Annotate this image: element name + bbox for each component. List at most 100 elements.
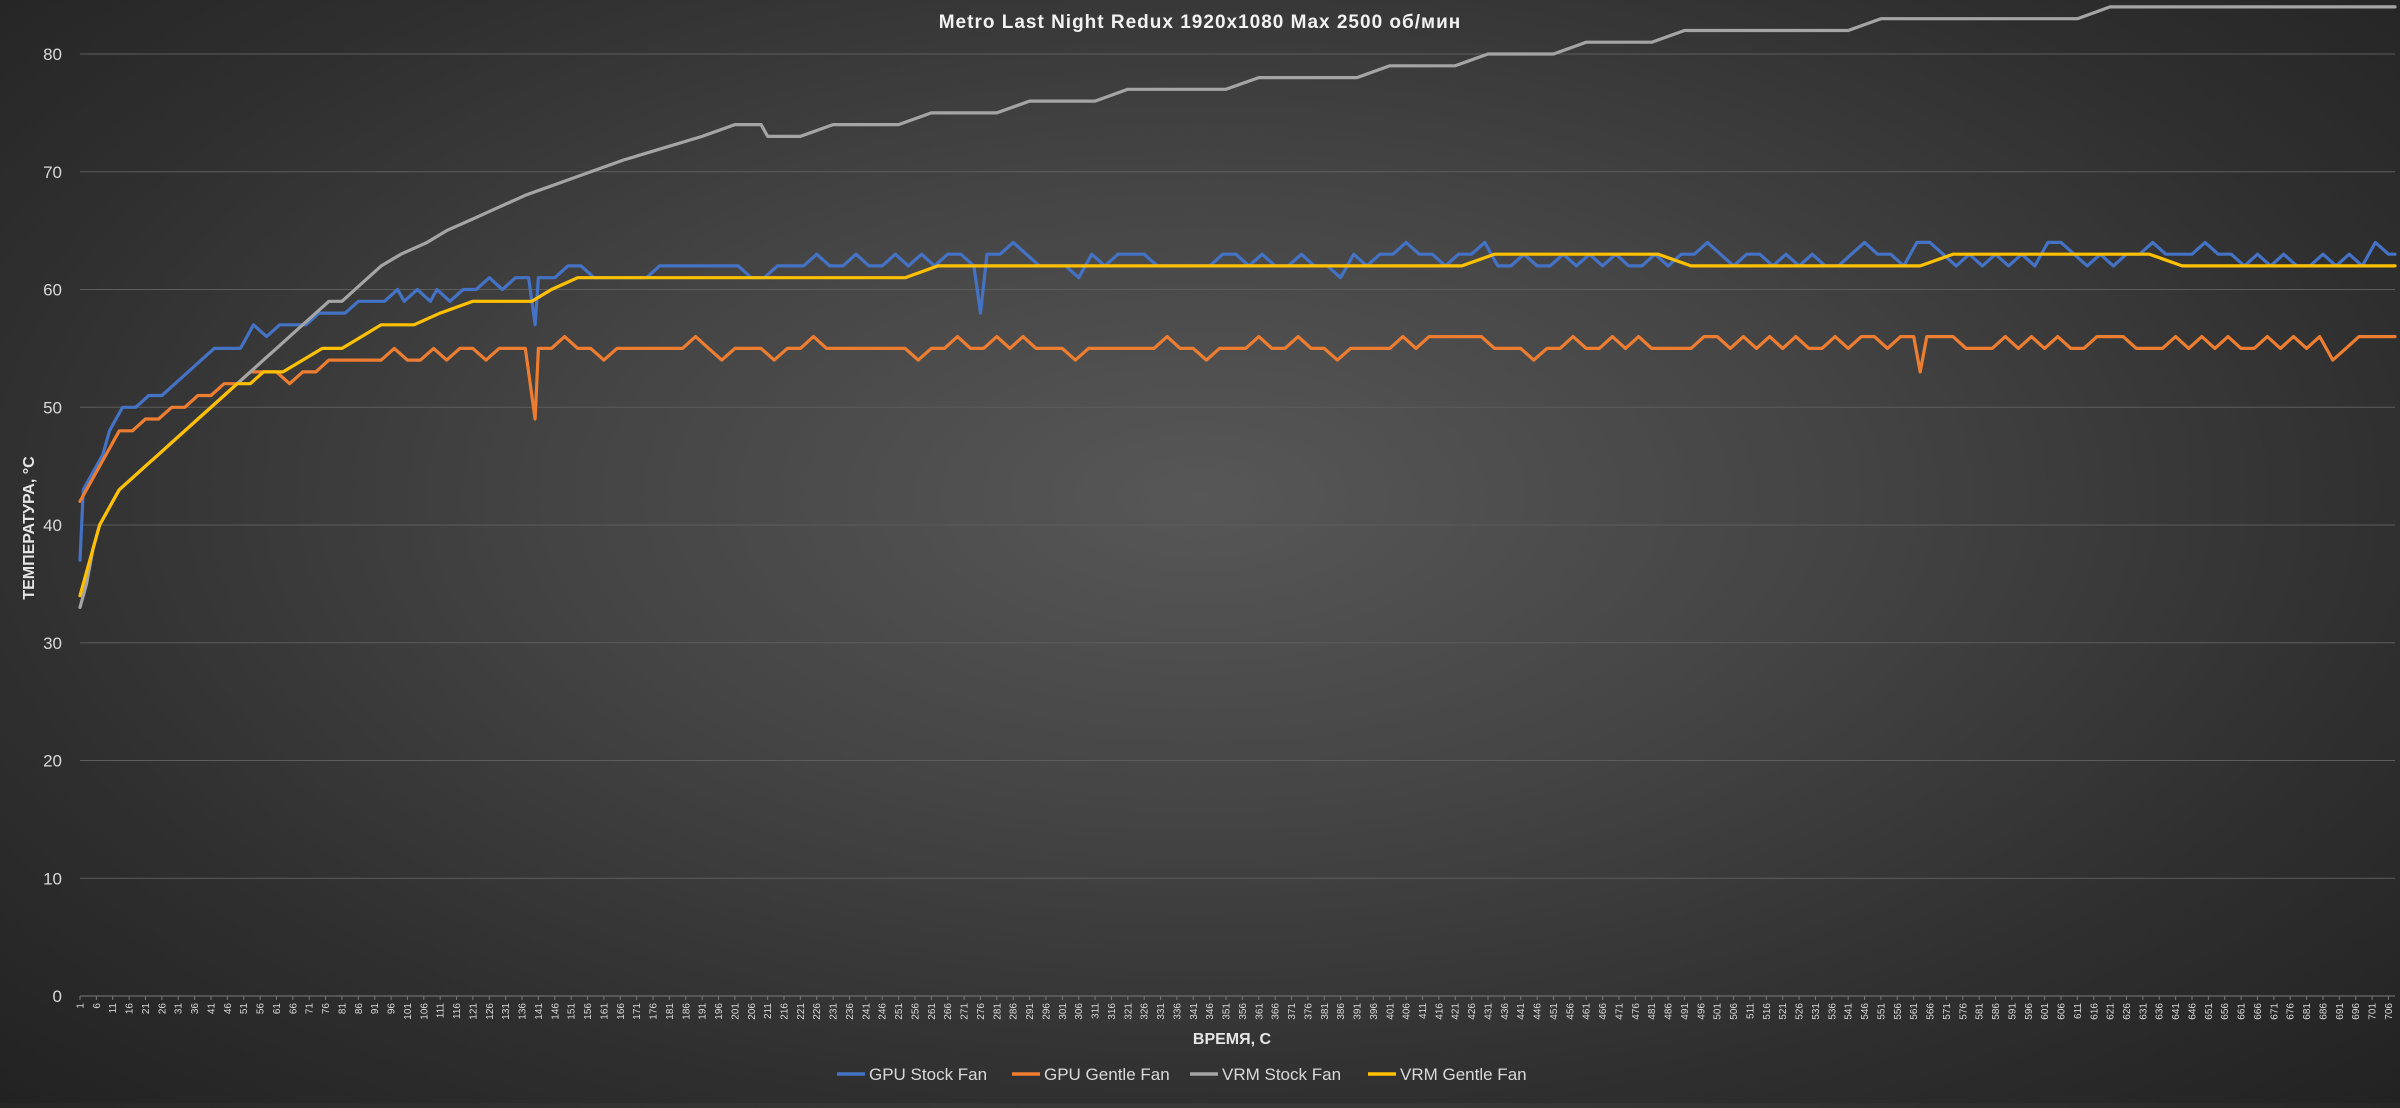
x-tick-label: 206 xyxy=(747,1003,758,1020)
x-tick-label: 566 xyxy=(1926,1003,1937,1020)
x-tick-label: 576 xyxy=(1958,1003,1969,1020)
x-tick-label: 506 xyxy=(1729,1003,1740,1020)
x-tick-label: 446 xyxy=(1533,1003,1544,1020)
x-tick-label: 536 xyxy=(1827,1003,1838,1020)
x-tick-label: 211 xyxy=(763,1003,774,1019)
x-tick-label: 231 xyxy=(829,1003,840,1020)
x-tick-label: 651 xyxy=(2204,1003,2215,1020)
x-tick-label: 401 xyxy=(1385,1003,1396,1020)
x-tick-label: 406 xyxy=(1402,1003,1413,1020)
series-line-gpu-gentle-fan xyxy=(78,335,2397,503)
x-tick-label: 441 xyxy=(1516,1003,1527,1020)
y-tick-label: 10 xyxy=(43,869,62,888)
x-tick-label: 296 xyxy=(1041,1003,1052,1020)
x-tick-label: 466 xyxy=(1598,1003,1609,1020)
x-tick-label: 271 xyxy=(960,1003,971,1020)
x-tick-label: 631 xyxy=(2138,1003,2149,1020)
x-tick-label: 176 xyxy=(649,1003,660,1020)
x-tick-label: 516 xyxy=(1762,1003,1773,1020)
x-tick-label: 66 xyxy=(288,1003,299,1015)
chart-title: Metro Last Night Redux 1920x1080 Max 250… xyxy=(939,12,1462,33)
legend-item: VRM Gentle Fan xyxy=(1368,1065,1527,1084)
x-tick-label: 316 xyxy=(1107,1003,1118,1020)
x-tick-label: 361 xyxy=(1254,1003,1265,1020)
x-tick-label: 351 xyxy=(1222,1003,1233,1020)
x-tick-label: 491 xyxy=(1680,1003,1691,1020)
x-tick-label: 106 xyxy=(419,1003,430,1020)
x-tick-label: 146 xyxy=(550,1003,561,1020)
x-tick-label: 511 xyxy=(1745,1003,1756,1019)
x-tick-label: 286 xyxy=(1009,1003,1020,1020)
x-tick-label: 251 xyxy=(894,1003,905,1020)
x-tick-label: 141 xyxy=(534,1003,545,1020)
x-tick-label: 21 xyxy=(141,1003,152,1015)
x-tick-label: 71 xyxy=(305,1003,316,1015)
x-tick-label: 546 xyxy=(1860,1003,1871,1020)
x-tick-label: 336 xyxy=(1172,1003,1183,1020)
x-tick-label: 151 xyxy=(567,1003,578,1020)
x-tick-label: 366 xyxy=(1271,1003,1282,1020)
x-tick-label: 301 xyxy=(1058,1003,1069,1020)
x-tick-label: 661 xyxy=(2237,1003,2248,1020)
y-tick-label: 0 xyxy=(53,987,62,1006)
x-tick-label: 111 xyxy=(436,1003,447,1019)
x-tick-label: 266 xyxy=(943,1003,954,1020)
x-tick-label: 601 xyxy=(2040,1003,2051,1020)
x-tick-label: 381 xyxy=(1320,1003,1331,1020)
x-tick-label: 581 xyxy=(1975,1003,1986,1020)
x-tick-label: 96 xyxy=(387,1003,398,1015)
x-tick-label: 556 xyxy=(1893,1003,1904,1020)
x-tick-label: 76 xyxy=(321,1003,332,1015)
x-tick-label: 456 xyxy=(1565,1003,1576,1020)
x-tick-label: 431 xyxy=(1483,1003,1494,1020)
x-tick-label: 596 xyxy=(2024,1003,2035,1020)
x-tick-label: 181 xyxy=(665,1003,676,1020)
x-tick-label: 621 xyxy=(2106,1003,2117,1020)
y-tick-label: 30 xyxy=(43,634,62,653)
x-tick-label: 586 xyxy=(1991,1003,2002,1020)
x-tick-label: 451 xyxy=(1549,1003,1560,1020)
x-tick-label: 521 xyxy=(1778,1003,1789,1020)
x-tick-label: 221 xyxy=(796,1003,807,1020)
x-tick-label: 136 xyxy=(518,1003,529,1020)
x-tick-label: 311 xyxy=(1091,1003,1102,1019)
x-tick-label: 126 xyxy=(485,1003,496,1020)
x-tick-label: 191 xyxy=(698,1003,709,1020)
x-tick-label: 26 xyxy=(157,1003,168,1015)
x-tick-label: 241 xyxy=(861,1003,872,1020)
x-tick-label: 216 xyxy=(779,1003,790,1020)
legend-label: GPU Stock Fan xyxy=(869,1065,987,1084)
x-tick-label: 61 xyxy=(272,1003,283,1015)
x-tick-label: 571 xyxy=(1942,1003,1953,1020)
x-tick-label: 691 xyxy=(2335,1003,2346,1020)
x-tick-label: 426 xyxy=(1467,1003,1478,1020)
x-tick-label: 321 xyxy=(1123,1003,1134,1020)
x-tick-label: 646 xyxy=(2187,1003,2198,1020)
y-tick-label: 20 xyxy=(43,752,62,771)
x-tick-label: 186 xyxy=(681,1003,692,1020)
legend-label: VRM Stock Fan xyxy=(1222,1065,1341,1084)
x-tick-label: 236 xyxy=(845,1003,856,1020)
x-tick-label: 226 xyxy=(812,1003,823,1020)
x-tick-label: 476 xyxy=(1631,1003,1642,1020)
x-tick-label: 676 xyxy=(2286,1003,2297,1020)
x-tick-label: 81 xyxy=(337,1003,348,1015)
x-tick-label: 171 xyxy=(632,1003,643,1020)
x-axis-title: ВРЕМЯ, С xyxy=(1193,1031,1272,1048)
x-tick-label: 666 xyxy=(2253,1003,2264,1020)
x-tick-label: 471 xyxy=(1614,1003,1625,1020)
x-tick-label: 616 xyxy=(2089,1003,2100,1020)
x-tick-label: 626 xyxy=(2122,1003,2133,1020)
legend-label: VRM Gentle Fan xyxy=(1400,1065,1527,1084)
x-tick-label: 486 xyxy=(1664,1003,1675,1020)
x-tick-label: 156 xyxy=(583,1003,594,1020)
y-tick-label: 50 xyxy=(43,398,62,417)
y-tick-label: 70 xyxy=(43,163,62,182)
x-tick-label: 101 xyxy=(403,1003,414,1020)
x-tick-label: 696 xyxy=(2351,1003,2362,1020)
x-tick-label: 481 xyxy=(1647,1003,1658,1020)
x-tick-label: 291 xyxy=(1025,1003,1036,1020)
y-tick-label: 80 xyxy=(43,45,62,64)
x-tick-label: 641 xyxy=(2171,1003,2182,1020)
x-tick-label: 16 xyxy=(125,1003,136,1015)
